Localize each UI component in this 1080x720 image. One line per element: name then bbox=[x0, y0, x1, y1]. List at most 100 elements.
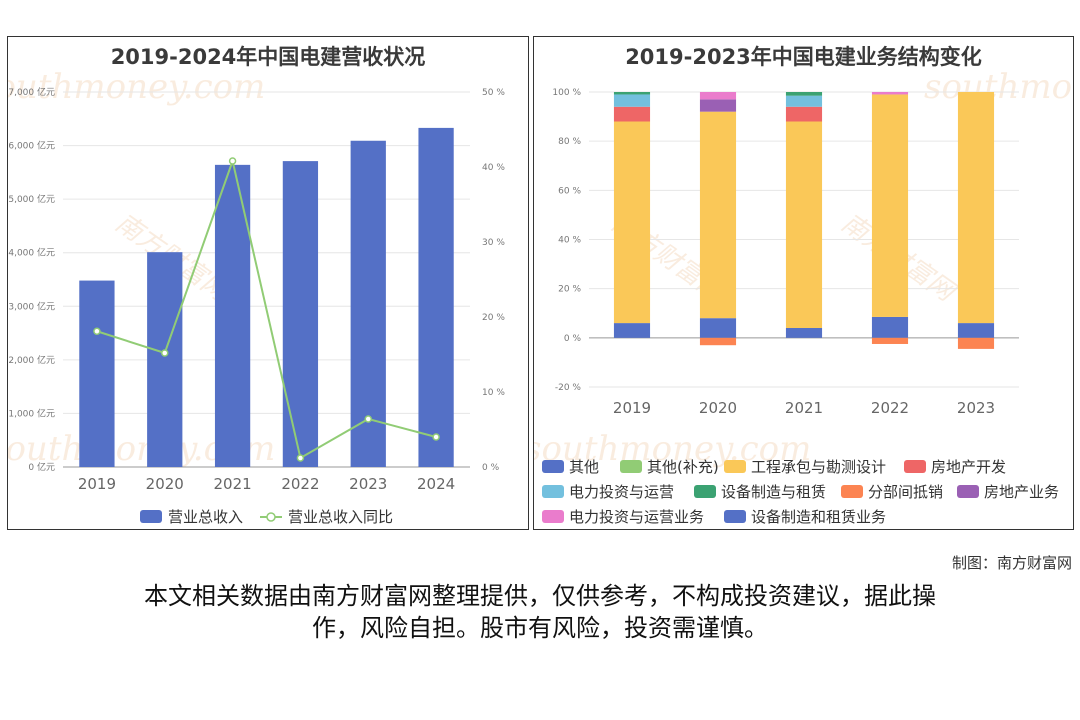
bar-segment bbox=[957, 323, 995, 338]
x-tick-label: 2020 bbox=[146, 475, 184, 493]
bar-segment bbox=[785, 106, 823, 122]
x-tick-label: 2022 bbox=[281, 475, 319, 493]
legend-swatch bbox=[694, 485, 716, 498]
bar-segment bbox=[871, 337, 909, 344]
line-point bbox=[228, 157, 237, 165]
legend-swatch bbox=[542, 460, 564, 473]
legend-swatch bbox=[957, 485, 979, 498]
bar-segment bbox=[785, 328, 823, 338]
y-left-tick-label: 3,000 亿元 bbox=[8, 300, 55, 312]
business-structure-chart-panel: southmoney.com southmoney.com 南方财富网 南方财富… bbox=[533, 36, 1074, 530]
disclaimer-line: 作，风险自担。股市有风险，投资需谨慎。 bbox=[312, 614, 768, 642]
x-tick-label: 2019 bbox=[78, 475, 116, 493]
bar bbox=[214, 164, 251, 467]
bar bbox=[79, 280, 115, 467]
bar-segment bbox=[785, 92, 823, 96]
bar-segment bbox=[699, 99, 737, 112]
y-left-tick-label: 7,000 亿元 bbox=[8, 86, 55, 98]
bar-segment bbox=[613, 94, 651, 107]
disclaimer-line: 本文相关数据由南方财富网整理提供，仅供参考，不构成投资建议，据此操 bbox=[144, 582, 936, 610]
series-line bbox=[96, 157, 437, 460]
y-left-tick-label: 6,000 亿元 bbox=[8, 140, 55, 152]
y-left-tick-label: 5,000 亿元 bbox=[8, 193, 55, 205]
legend-label: 设备制造和租赁业务 bbox=[751, 508, 886, 526]
x-tick-label: 2024 bbox=[417, 475, 455, 493]
legend-label: 房地产业务 bbox=[984, 483, 1059, 501]
y-left-tick-label: 1,000 亿元 bbox=[8, 407, 55, 419]
bar-segment bbox=[957, 337, 995, 349]
bar-segment bbox=[613, 323, 651, 338]
bar bbox=[282, 161, 319, 467]
x-tick-label: 2021 bbox=[213, 475, 251, 493]
legend-swatch bbox=[140, 510, 162, 523]
line-point bbox=[296, 454, 305, 462]
bar bbox=[147, 252, 183, 467]
bar-segment bbox=[871, 94, 909, 317]
line-point bbox=[161, 349, 169, 357]
bar-segment bbox=[785, 121, 823, 328]
revenue-chart-title: 2019-2024年中国电建营收状况 bbox=[110, 45, 426, 69]
business-structure-chart-svg: -20 % 0 % 20 % 40 % 60 % 80 % 100 % 2019 2020 202… bbox=[542, 88, 1059, 526]
y-tick-label: 60 % bbox=[558, 186, 581, 196]
y-right-tick-label: 0 % bbox=[482, 463, 500, 473]
y-tick-label: 80 % bbox=[558, 137, 581, 147]
x-tick-label: 2023 bbox=[349, 475, 387, 493]
bar bbox=[350, 140, 386, 467]
legend-swatch bbox=[620, 460, 642, 473]
legend-label: 其他 bbox=[569, 458, 599, 476]
revenue-chart-panel: southmoney.com southmoney.com 南方财富网 2019… bbox=[7, 36, 529, 530]
bar-segment bbox=[613, 106, 651, 122]
y-tick-label: -20 % bbox=[555, 383, 582, 393]
legend-label: 设备制造与租赁 bbox=[721, 483, 826, 501]
bar-segment bbox=[871, 92, 909, 95]
disclaimer: 本文相关数据由南方财富网整理提供，仅供参考，不构成投资建议，据此操 作，风险自担… bbox=[60, 580, 1020, 644]
y-tick-label: 20 % bbox=[558, 285, 581, 295]
legend-swatch bbox=[724, 510, 746, 523]
y-tick-label: 40 % bbox=[558, 236, 581, 246]
bar-segment bbox=[785, 95, 823, 107]
bar-segment bbox=[957, 92, 995, 324]
bar-segment bbox=[699, 111, 737, 319]
x-tick-label: 2020 bbox=[699, 399, 737, 417]
bar bbox=[418, 127, 454, 468]
y-left-tick-label: 4,000 亿元 bbox=[8, 247, 55, 259]
legend-label: 工程承包与勘测设计 bbox=[751, 458, 886, 476]
y-tick-label: 0 % bbox=[564, 334, 582, 344]
legend-swatch bbox=[542, 485, 564, 498]
bar-segment bbox=[613, 121, 651, 324]
legend-label: 电力投资与运营 bbox=[569, 483, 674, 501]
bar-segment bbox=[871, 316, 909, 338]
legend-swatch bbox=[542, 510, 564, 523]
y-right-tick-label: 30 % bbox=[482, 238, 505, 248]
legend-label: 营业总收入同比 bbox=[288, 508, 393, 526]
y-left-tick-label: 0 亿元 bbox=[28, 461, 55, 473]
legend-label: 房地产开发 bbox=[931, 458, 1006, 476]
legend-label: 营业总收入 bbox=[168, 508, 243, 526]
x-tick-label: 2021 bbox=[785, 399, 823, 417]
business-structure-chart-title: 2019-2023年中国电建业务结构变化 bbox=[625, 45, 982, 69]
line-point bbox=[93, 327, 101, 335]
bar-segment bbox=[613, 92, 651, 95]
y-tick-label: 100 % bbox=[552, 88, 581, 98]
x-tick-label: 2022 bbox=[871, 399, 909, 417]
y-left-tick-label: 2,000 亿元 bbox=[8, 354, 55, 366]
y-right-tick-label: 20 % bbox=[482, 313, 505, 323]
legend-swatch bbox=[841, 485, 863, 498]
line-point bbox=[432, 433, 440, 441]
chart-credit: 制图：南方财富网 bbox=[951, 554, 1072, 572]
revenue-chart-svg: 0 亿元 1,000 亿元 2,000 亿元 3,000 亿元 4,000 亿元 5,00… bbox=[8, 86, 505, 526]
bar-segment bbox=[699, 92, 737, 100]
x-tick-label: 2019 bbox=[613, 399, 651, 417]
line-point bbox=[364, 415, 372, 423]
y-right-tick-label: 10 % bbox=[482, 388, 505, 398]
legend-swatch bbox=[904, 460, 926, 473]
x-tick-label: 2023 bbox=[957, 399, 995, 417]
legend-swatch bbox=[724, 460, 746, 473]
legend-swatch bbox=[266, 512, 276, 522]
bar-segment bbox=[699, 337, 737, 346]
y-right-tick-label: 50 % bbox=[482, 88, 505, 98]
legend-label: 电力投资与运营业务 bbox=[569, 508, 704, 526]
legend-label: 分部间抵销 bbox=[868, 483, 943, 501]
legend-label: 其他(补充) bbox=[647, 458, 719, 476]
y-right-tick-label: 40 % bbox=[482, 163, 505, 173]
